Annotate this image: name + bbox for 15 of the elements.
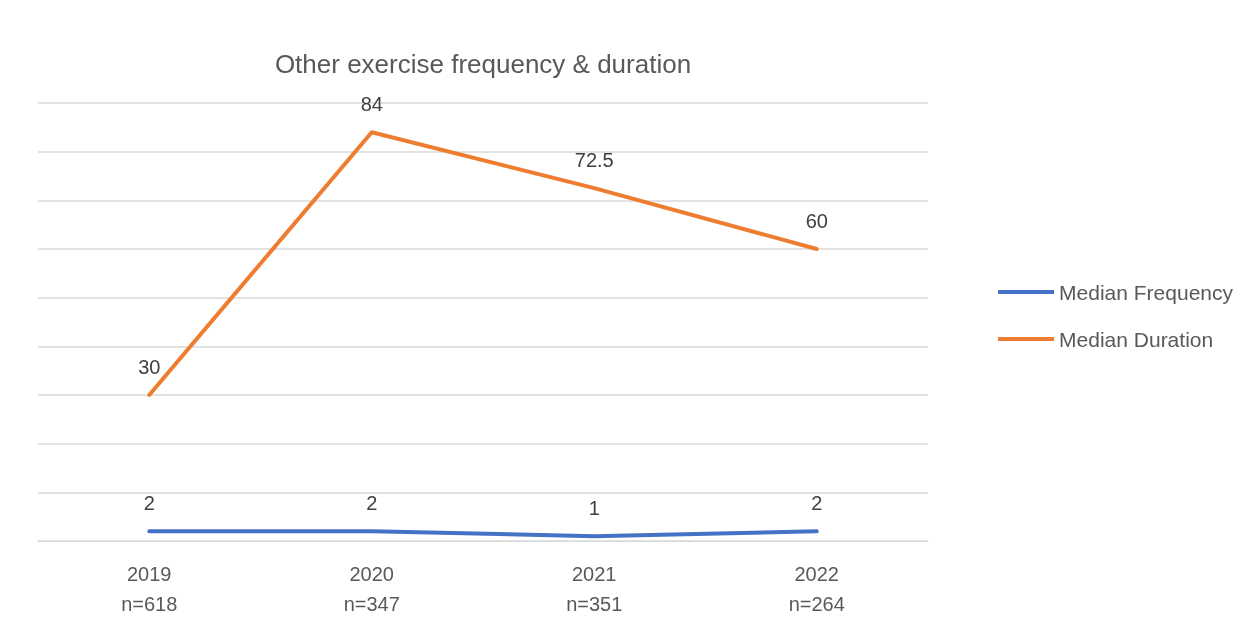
- legend-label: Median Frequency: [1059, 280, 1234, 304]
- legend-label: Median Duration: [1059, 327, 1214, 351]
- data-label: 2: [143, 492, 155, 515]
- x-tick-label: 2022 n=264: [788, 563, 845, 615]
- data-label: 1: [588, 497, 600, 520]
- data-label: 60: [805, 210, 828, 232]
- data-label: 2: [366, 492, 378, 515]
- x-tick-label: 2021 n=351: [566, 563, 623, 615]
- data-label: 30: [138, 356, 161, 378]
- chart-title: Other exercise frequency & duration: [274, 49, 692, 79]
- data-label: 84: [360, 93, 383, 116]
- data-label: 2: [811, 492, 823, 515]
- data-label: 72.5: [574, 149, 614, 172]
- x-tick-label: 2019 n=618: [121, 563, 178, 615]
- x-tick-label: 2020 n=347: [343, 563, 400, 615]
